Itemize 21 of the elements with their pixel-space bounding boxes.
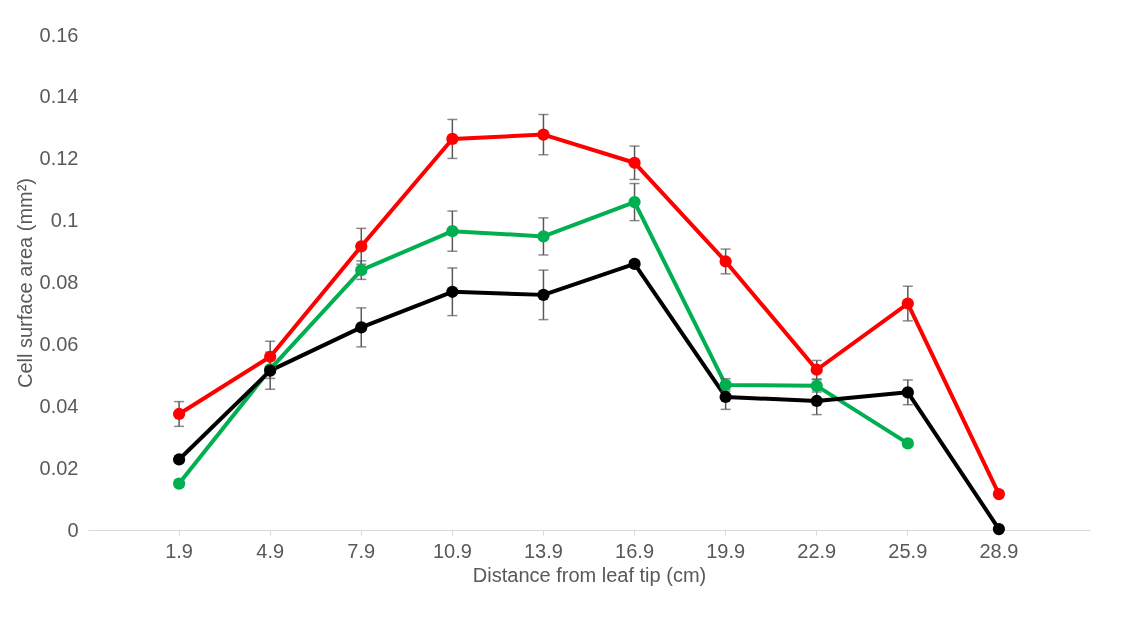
y-tick-label: 0.08 [39,271,79,293]
x-tick-label: 1.9 [165,539,193,562]
x-tick-label: 4.9 [256,539,285,562]
y-tick-label: 0.1 [50,209,79,232]
x-tick-label: 28.9 [979,539,1019,562]
x-tick-label: 22.9 [797,539,837,562]
y-tick-label: 0.06 [39,332,79,355]
x-tick-label: 7.9 [347,539,376,562]
x-axis-title: Distance from leaf tip (cm) [472,563,707,586]
x-tick-label: 13.9 [523,539,563,562]
x-tick-label: 25.9 [888,539,928,562]
y-tick-label: 0 [67,518,79,541]
x-tick-label: 16.9 [615,539,655,562]
x-tick-label: 19.9 [706,539,746,562]
y-tick-label: 0.04 [39,394,79,417]
y-axis-title: Cell surface area (mm²) [13,177,36,389]
y-tick-label: 0.02 [39,456,79,479]
x-tick-label: 10.9 [432,539,472,562]
y-tick-label: 0.16 [39,23,79,46]
y-tick-label: 0.14 [39,85,79,108]
y-tick-label: 0.12 [39,147,79,170]
